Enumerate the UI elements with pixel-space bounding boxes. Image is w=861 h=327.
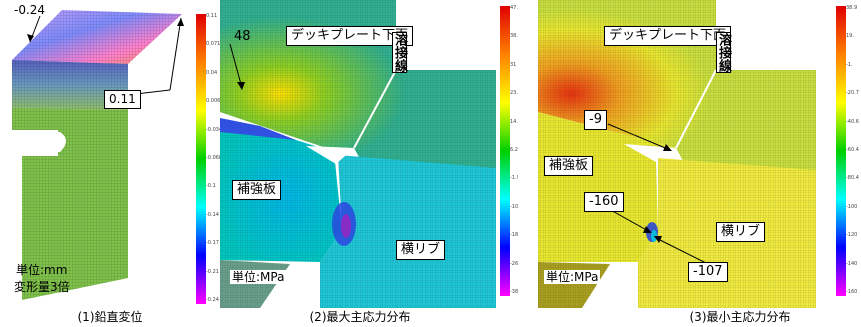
colorbar-tick-label: -0.21 — [206, 268, 219, 275]
colorbar-tick-label: -18.4 — [510, 232, 518, 239]
colorbar-tick-label: -0.14 — [206, 211, 219, 218]
deck-plate-label: デッキプレート下面 — [286, 26, 414, 47]
stiffener-label: 補強板 — [544, 156, 594, 177]
colorbar-tick-label: 23.5 — [510, 90, 518, 97]
colorbar-tick-label: 47.5 — [510, 5, 518, 11]
annotation-rib-stress: -107 — [688, 262, 728, 283]
colorbar-tick-label: 0.00667 — [206, 98, 220, 105]
weld-line-label: 溶接線 — [716, 32, 731, 73]
colorbar-tick-label: 6.29 — [510, 147, 518, 153]
colorbar-tick-label: 0.04 — [206, 69, 218, 76]
fem-model-1 — [12, 10, 184, 300]
caption-1: (1)鉛直変位 — [77, 310, 143, 324]
colorbar-tick-label: -80.4 — [846, 175, 859, 182]
rib-label: 横リブ — [396, 240, 446, 261]
colorbar-tick-label: 19. — [846, 33, 854, 40]
colorbar-tick-label: -0.17 — [206, 240, 219, 247]
annotation-deck-stress: -9 — [584, 110, 607, 131]
colorbar-tick-label: -0.034 — [206, 126, 220, 133]
fem-model-3 — [538, 0, 816, 308]
colorbar-tick-label: 38.9 — [846, 5, 858, 11]
deck-plate-label: デッキプレート下面 — [604, 26, 732, 47]
colorbar-tick-label: -1. — [846, 61, 853, 68]
colorbar-tick-label: -0.24 — [206, 297, 219, 303]
stiffener-label: 補強板 — [232, 180, 282, 201]
annotation-min-stress: -160 — [584, 192, 624, 213]
colorbar-tick-label: -0.1 — [206, 183, 216, 190]
colorbar-tick-label: -160 — [846, 289, 858, 295]
annotation-max-stress: 48 — [234, 29, 251, 44]
panel-max-principal-stress: 48 デッキプレート下面 溶接線 補強板 横リブ 単位:MPa 47.5 38.3… — [220, 0, 518, 308]
colorbar-tick-label: 38.3 — [510, 33, 518, 40]
colorbar-3 — [836, 6, 846, 296]
colorbar-tick-label: 0.11 — [206, 13, 218, 19]
annotation-max-displacement: 0.11 — [104, 90, 141, 110]
colorbar-tick-label: -60.4 — [846, 147, 859, 153]
caption-2: (2)最大主応力分布 — [309, 310, 411, 324]
colorbar-tick-label: -100 — [846, 203, 858, 210]
colorbar-tick-label: -26.7 — [510, 260, 518, 267]
unit-label: 単位:MPa — [544, 270, 601, 284]
unit-label: 単位:mm — [16, 263, 68, 277]
panel-min-principal-stress: デッキプレート下面 溶接線 -9 補強板 -160 -107 横リブ 単位:MP… — [538, 0, 861, 308]
colorbar-tick-label: -0.068 — [206, 155, 220, 161]
deformation-scale-label: 変形量3倍 — [14, 280, 70, 294]
colorbar-tick-label: 31 — [510, 61, 517, 68]
weld-line-label: 溶接線 — [392, 32, 407, 73]
caption-3: (3)最小主応力分布 — [689, 310, 791, 324]
panel-vertical-displacement: -0.24 0.11 0.11 0.071 0.04 0.00667 -0.034 -0.… — [0, 0, 220, 308]
colorbar-2 — [500, 6, 510, 296]
colorbar-tick-label: -120 — [846, 232, 858, 239]
colorbar-tick-label: -10.2 — [510, 203, 518, 210]
rib-label: 横リブ — [716, 222, 766, 243]
unit-label: 単位:MPa — [230, 270, 287, 284]
colorbar-tick-label: 14.5 — [510, 118, 518, 125]
colorbar-1 — [196, 14, 206, 304]
colorbar-tick-label: -140 — [846, 260, 858, 267]
colorbar-tick-label: 0.071 — [206, 41, 220, 48]
colorbar-tick-label: -38.9 — [510, 289, 518, 295]
annotation-min-displacement: -0.24 — [14, 3, 46, 17]
colorbar-tick-label: -1.95 — [510, 175, 518, 182]
colorbar-tick-label: -40.6 — [846, 118, 859, 125]
fem-model-2 — [220, 0, 496, 308]
colorbar-tick-label: -20.7 — [846, 90, 859, 97]
